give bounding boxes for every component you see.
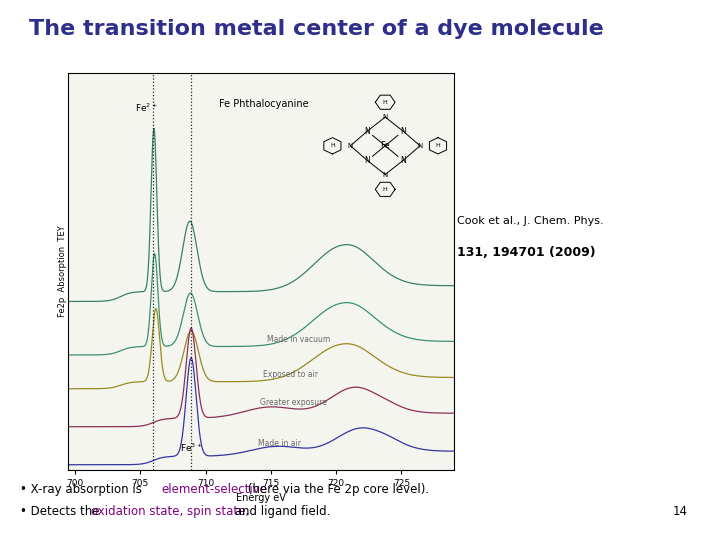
Text: N: N: [400, 126, 406, 136]
Text: H: H: [330, 143, 335, 148]
Text: H: H: [383, 100, 387, 105]
Text: 131, 194701 (2009): 131, 194701 (2009): [457, 246, 596, 259]
Text: H: H: [383, 187, 387, 192]
Text: N: N: [382, 114, 388, 120]
Text: Fe: Fe: [380, 141, 390, 150]
Text: $\mathrm{Fe}^{3+}$: $\mathrm{Fe}^{3+}$: [180, 441, 202, 454]
Text: 14: 14: [672, 505, 688, 518]
Text: Made in air: Made in air: [258, 439, 301, 448]
Text: Exposed to air: Exposed to air: [263, 370, 318, 380]
Text: element-selective: element-selective: [161, 483, 267, 496]
Text: N: N: [364, 156, 370, 165]
X-axis label: Energy eV: Energy eV: [236, 494, 286, 503]
Text: N: N: [382, 172, 388, 178]
Text: N: N: [348, 143, 353, 149]
Text: • X-ray absorption is: • X-ray absorption is: [20, 483, 145, 496]
Text: Made in vacuum: Made in vacuum: [267, 335, 330, 343]
Y-axis label: Fe2p  Absorption  TEY: Fe2p Absorption TEY: [58, 226, 67, 317]
Text: H: H: [436, 143, 441, 148]
Text: Cook et al., J. Chem. Phys.: Cook et al., J. Chem. Phys.: [457, 216, 604, 226]
Text: Greater exposure: Greater exposure: [261, 398, 327, 407]
Text: The transition metal center of a dye molecule: The transition metal center of a dye mol…: [29, 19, 603, 39]
Text: • Detects the: • Detects the: [20, 505, 104, 518]
Text: and ligand field.: and ligand field.: [231, 505, 330, 518]
Text: N: N: [364, 126, 370, 136]
Text: Fe Phthalocyanine: Fe Phthalocyanine: [220, 99, 309, 109]
Text: (here via the Fe 2p core level).: (here via the Fe 2p core level).: [244, 483, 429, 496]
Text: N: N: [400, 156, 406, 165]
Text: N: N: [418, 143, 423, 149]
Text: $\mathrm{Fe}^{2+}$: $\mathrm{Fe}^{2+}$: [135, 102, 158, 114]
Text: oxidation state, spin state,: oxidation state, spin state,: [91, 505, 249, 518]
